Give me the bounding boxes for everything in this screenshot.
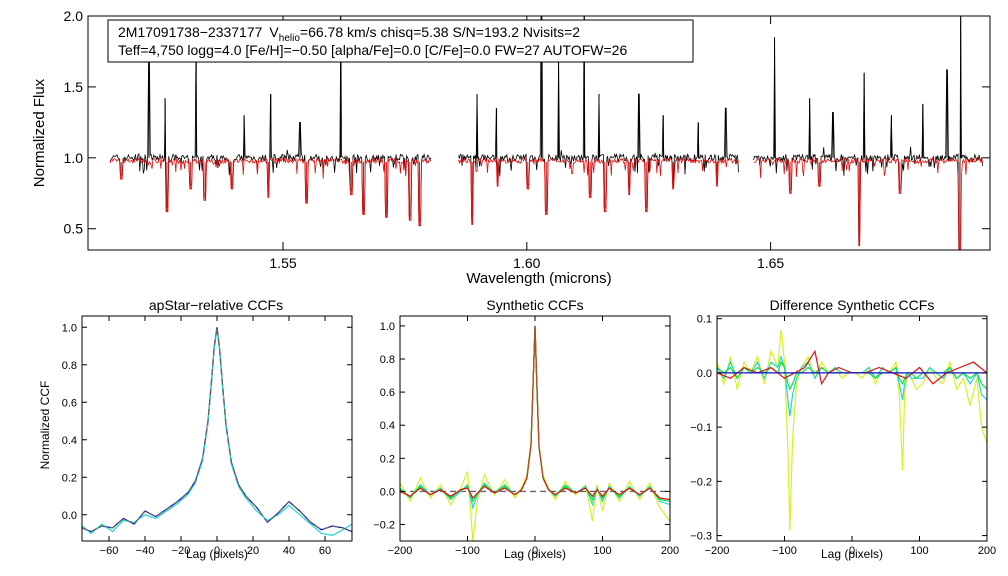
difference_ccf-diff-red-line xyxy=(717,349,987,386)
apstar-ccf-frame xyxy=(81,315,353,542)
spectrum-xtick-label: 1.60 xyxy=(513,255,540,271)
synthetic_ccf-ytick-label: 0.2 xyxy=(380,453,395,465)
difference_ccf-diff-cyan-line xyxy=(717,354,987,417)
difference_ccf-xtick-label: −100 xyxy=(772,545,797,557)
synthetic_ccf-ytick-label: 1.0 xyxy=(380,321,395,333)
apstar_ccf-ytick-label: 1.0 xyxy=(62,322,77,334)
synthetic-ccf-frame xyxy=(399,315,671,542)
difference-ccf-frame xyxy=(716,315,988,542)
synthetic-ccf-plot-area xyxy=(400,325,670,541)
synthetic_ccf-ytick-label: −0.2 xyxy=(373,519,395,531)
spectrum-red-segment xyxy=(458,157,739,225)
difference-ccf-title: Difference Synthetic CCFs xyxy=(770,297,935,313)
info-star-id: 2M17091738−2337177 xyxy=(118,24,263,40)
apstar-ccf-plot-area xyxy=(82,327,352,537)
apstar-ccf-panel: apStar−relative CCFs −60 −40 −20 0 20 40 60 0.0… xyxy=(38,297,353,561)
apstar_ccf-xtick-label: 0 xyxy=(214,545,220,557)
apstar-ccf-axes: −60 −40 −20 0 20 40 60 0.0 0.2 0.4 0.6 0.8 1.0 xyxy=(62,316,352,557)
apstar-ccf-ylabel: Normalized CCF xyxy=(38,381,52,470)
synthetic_ccf-ytick-label: 0.8 xyxy=(380,354,395,366)
synthetic_ccf-xtick-label: 200 xyxy=(661,545,679,557)
difference-ccf-axes: −200 −100 0 100 200 −0.3 −0.2 −0.1 0.0 0.1 xyxy=(690,314,996,557)
spectrum-red-segment xyxy=(753,156,983,250)
synthetic_ccf-xtick-label: 0 xyxy=(532,545,538,557)
difference-ccf-panel: Difference Synthetic CCFs −200 −100 0 100 20… xyxy=(690,297,996,561)
info-line-2: Teff=4,750 logg=4.0 [Fe/H]=−0.50 [alpha/… xyxy=(118,42,627,58)
spectrum-ytick-label: 2.0 xyxy=(64,8,84,24)
synthetic_ccf-xtick-label: 100 xyxy=(593,545,611,557)
info-line-1: 2M17091738−2337177 Vhelio=66.78 km/s chis… xyxy=(118,24,580,44)
difference_ccf-ytick-label: −0.3 xyxy=(690,531,712,543)
apstar_ccf-ytick-label: 0.2 xyxy=(62,472,77,484)
spectrum-red-segment xyxy=(109,157,432,227)
difference-ccf-xlabel: Lag (pixels) xyxy=(821,547,883,561)
difference_ccf-ytick-label: −0.2 xyxy=(690,476,712,488)
info-box: 2M17091738−2337177 Vhelio=66.78 km/s chis… xyxy=(107,19,694,63)
spectrum-ytick-label: 0.5 xyxy=(64,221,84,237)
synthetic-ccf-xlabel: Lag (pixels) xyxy=(504,547,566,561)
apstar_ccf-xtick-label: −20 xyxy=(172,545,191,557)
spectrum-panel: 1.55 1.60 1.65 0.5 1.0 1.5 2.0 Wavelength (mic… xyxy=(31,8,991,287)
difference_ccf-diff-yellow-line xyxy=(717,329,987,531)
spectrum-ylabel: Normalized Flux xyxy=(31,78,48,187)
apstar_ccf-ytick-label: 0.6 xyxy=(62,397,77,409)
info-line-1-rest: =66.78 km/s chisq=5.38 S/N=193.2 Nvisits… xyxy=(300,24,580,40)
synthetic_ccf-xtick-label: −200 xyxy=(388,545,413,557)
apstar_ccf-ccf-cyan-line xyxy=(82,329,352,537)
apstar_ccf-xtick-label: 60 xyxy=(319,545,331,557)
spectrum-axes: 1.55 1.60 1.65 0.5 1.0 1.5 2.0 xyxy=(64,8,990,271)
difference-ccf-plot-area xyxy=(717,329,987,531)
difference_ccf-ytick-label: 0.0 xyxy=(697,368,712,380)
apstar-ccf-xlabel: Lag (pixels) xyxy=(186,547,248,561)
synthetic_ccf-ccf-red-line xyxy=(400,325,670,501)
synthetic_ccf-ytick-label: 0.0 xyxy=(380,486,395,498)
spectrum-xtick-label: 1.55 xyxy=(269,255,296,271)
spectrum-xlabel: Wavelength (microns) xyxy=(466,270,611,287)
apstar_ccf-ytick-label: 0.8 xyxy=(62,360,77,372)
difference_ccf-xtick-label: 200 xyxy=(978,545,996,557)
spectrum-frame xyxy=(87,15,991,251)
synthetic_ccf-xtick-label: −100 xyxy=(455,545,480,557)
spectrum-ytick-label: 1.5 xyxy=(64,79,84,95)
synthetic_ccf-ccf-brown-line xyxy=(526,325,544,479)
apstar_ccf-xtick-label: −60 xyxy=(100,545,119,557)
synthetic_ccf-ccf-yellow-line xyxy=(400,325,670,541)
spectrum-plot-area xyxy=(109,16,983,250)
synthetic-ccf-panel: Synthetic CCFs −200 −100 0 100 200 −0.2 0.0 0.2… xyxy=(373,297,679,561)
info-vhelio-symbol: V xyxy=(269,24,279,40)
synthetic-ccf-axes: −200 −100 0 100 200 −0.2 0.0 0.2 0.4 0.6 0.8 1.0 xyxy=(373,316,679,557)
synthetic_ccf-ccf-green-line xyxy=(400,325,670,503)
synthetic-ccf-title: Synthetic CCFs xyxy=(486,297,583,313)
spectrum-ytick-label: 1.0 xyxy=(64,150,84,166)
difference_ccf-xtick-label: −200 xyxy=(705,545,730,557)
difference_ccf-xtick-label: 0 xyxy=(849,545,855,557)
info-vhelio-subscript: helio xyxy=(279,33,301,44)
apstar_ccf-xtick-label: 40 xyxy=(283,545,295,557)
apstar_ccf-xtick-label: 20 xyxy=(247,545,259,557)
synthetic_ccf-ytick-label: 0.6 xyxy=(380,387,395,399)
apstar-ccf-title: apStar−relative CCFs xyxy=(149,297,283,313)
info-box-frame xyxy=(107,19,694,63)
spectrum-black-segment xyxy=(753,16,983,250)
apstar_ccf-ytick-label: 0.4 xyxy=(62,435,77,447)
difference_ccf-diff-green-line xyxy=(717,360,987,391)
apstar_ccf-ytick-label: 0.0 xyxy=(62,510,77,522)
difference_ccf-xtick-label: 100 xyxy=(910,545,928,557)
difference_ccf-ytick-label: 0.1 xyxy=(697,314,712,326)
synthetic_ccf-ytick-label: 0.4 xyxy=(380,420,395,432)
apstar_ccf-reference-dashed-line xyxy=(82,327,352,533)
spectrum-xtick-label: 1.65 xyxy=(757,255,784,271)
apstar_ccf-xtick-label: −40 xyxy=(136,545,155,557)
difference_ccf-ytick-label: −0.1 xyxy=(690,422,712,434)
apstar_ccf-ccf-blue-line xyxy=(82,327,352,533)
